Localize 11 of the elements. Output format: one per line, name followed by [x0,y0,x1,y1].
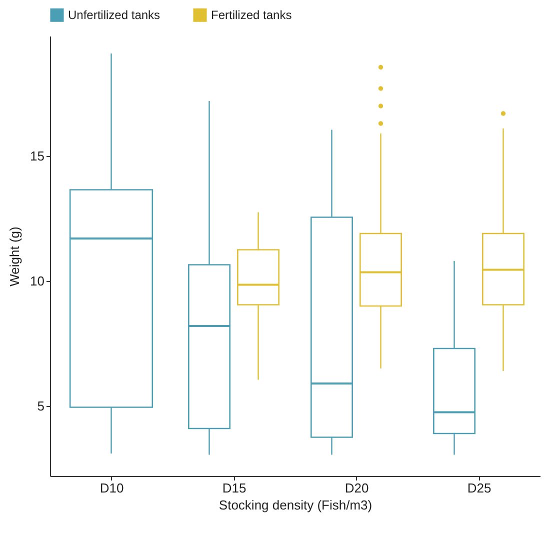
x-tick-label: D25 [467,480,492,496]
x-tick-label: D15 [222,480,246,496]
legend-label: Fertilized tanks [211,8,292,22]
y-axis-title: Weight (g) [7,226,22,286]
y-tick-label: 15 [30,148,44,164]
x-axis-title: Stocking density (Fish/m3) [218,498,372,512]
x-tick-label: D10 [100,480,124,496]
y-tick-label: 5 [37,398,44,414]
y-tick-label: 10 [30,274,44,288]
x-tick-label: D20 [344,480,369,496]
legend-label: Unfertilized tanks [68,8,160,22]
